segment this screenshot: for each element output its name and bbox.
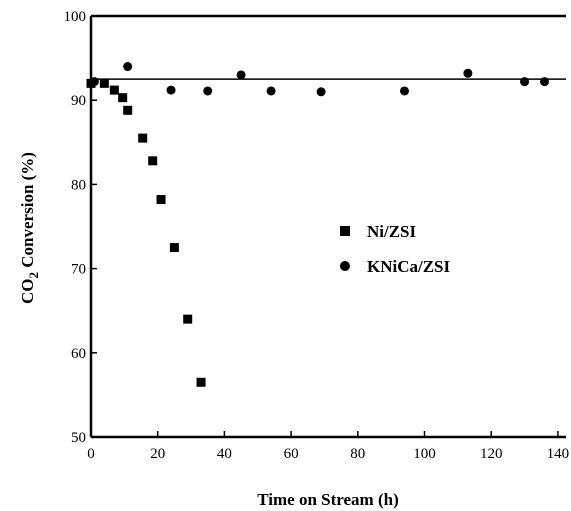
legend-marker-circle [340, 261, 350, 271]
point-knica-zsi [203, 86, 213, 96]
point-ni-zsi [196, 377, 206, 387]
x-tick-label: 100 [413, 446, 436, 462]
x-tick-label: 40 [217, 446, 232, 462]
x-tick-label: 0 [87, 446, 95, 462]
point-knica-zsi [540, 77, 550, 87]
y-label-subscript: 2 [26, 272, 41, 279]
point-knica-zsi [89, 77, 99, 87]
point-knica-zsi [166, 85, 176, 95]
point-knica-zsi [399, 86, 409, 96]
point-knica-zsi [520, 77, 530, 87]
y-axis-ticks: 50 60 70 80 90 100 [64, 9, 97, 446]
y-label-part-1: CO [18, 278, 37, 304]
point-ni-zsi [148, 156, 158, 166]
point-ni-zsi [169, 243, 179, 253]
point-ni-zsi [99, 78, 109, 88]
point-knica-zsi [266, 86, 276, 96]
x-axis-ticks: 0 20 40 60 80 100 120 140 [87, 431, 569, 462]
legend-label-ni-zsi: Ni/ZSI [367, 222, 417, 241]
x-tick-label: 120 [480, 446, 503, 462]
y-tick-label: 90 [71, 93, 86, 109]
y-axis-label: CO2 Conversion (%) [18, 152, 41, 304]
point-ni-zsi [118, 93, 128, 103]
x-tick-label: 140 [547, 446, 570, 462]
x-tick-label: 80 [350, 446, 365, 462]
point-ni-zsi [123, 105, 133, 115]
y-tick-label: 50 [71, 430, 86, 446]
legend-marker-square [340, 226, 350, 236]
data-points [86, 62, 550, 387]
y-tick-label: 60 [71, 346, 86, 362]
x-axis-label: Time on Stream (h) [257, 490, 399, 509]
x-tick-label: 20 [150, 446, 165, 462]
point-knica-zsi [123, 62, 133, 72]
y-label-part-2: Conversion (%) [18, 152, 37, 272]
point-knica-zsi [316, 87, 326, 97]
y-tick-label: 70 [71, 262, 86, 278]
point-ni-zsi [156, 195, 166, 205]
point-knica-zsi [463, 68, 473, 78]
point-ni-zsi [183, 314, 193, 324]
y-tick-label: 100 [64, 9, 87, 25]
point-ni-zsi [109, 85, 119, 95]
legend-label-knica-zsi: KNiCa/ZSI [367, 257, 451, 276]
legend: Ni/ZSI KNiCa/ZSI [340, 222, 451, 276]
x-tick-label: 60 [284, 446, 299, 462]
point-ni-zsi [138, 133, 148, 143]
point-knica-zsi [236, 70, 246, 80]
y-tick-label: 80 [71, 177, 86, 193]
